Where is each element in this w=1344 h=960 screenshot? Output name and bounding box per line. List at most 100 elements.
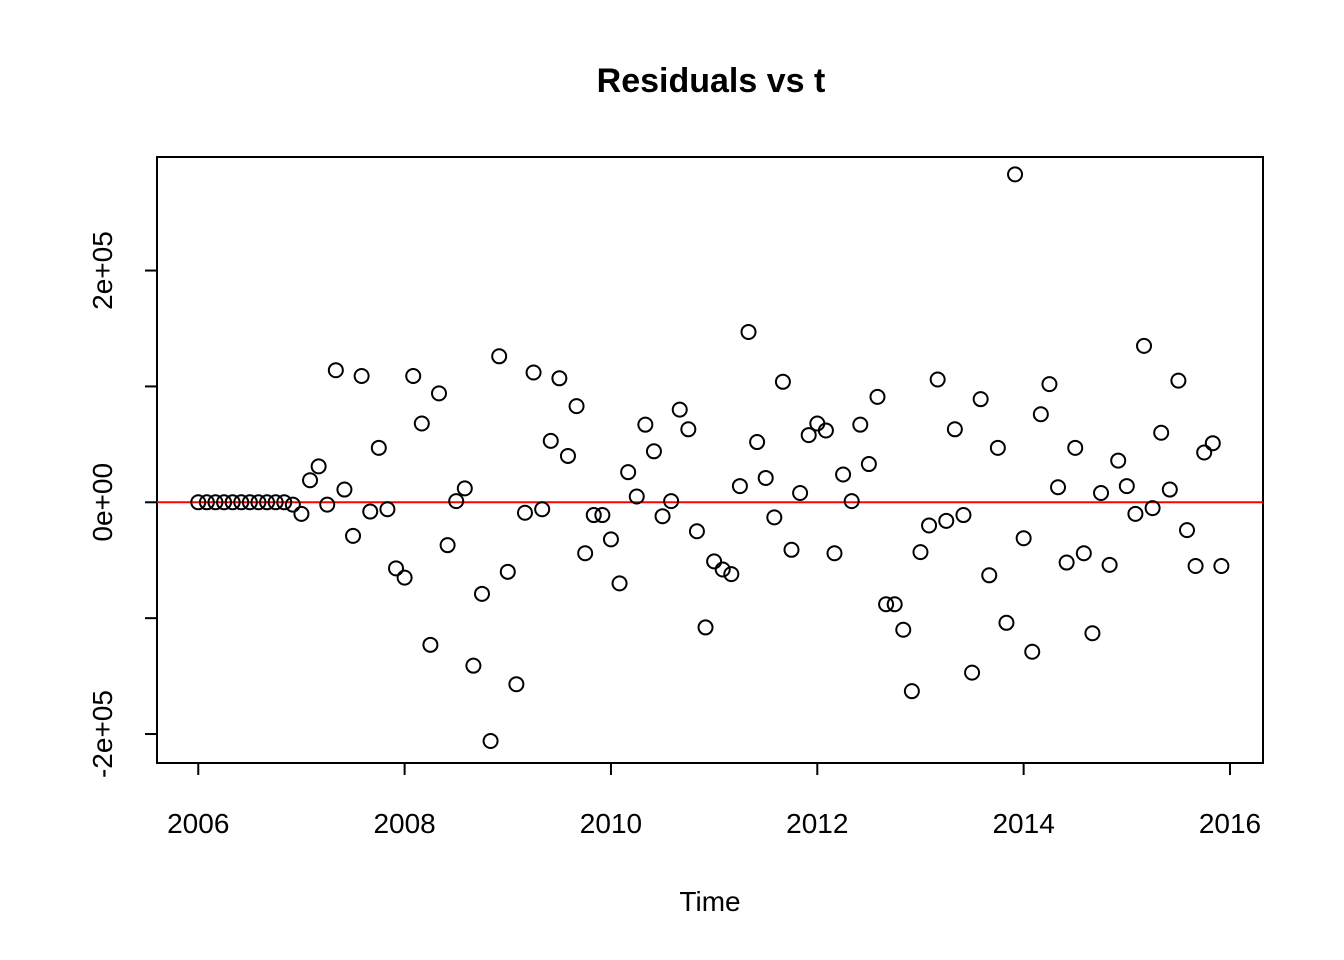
y-axis: -2e+05 0e+00 2e+05 [87, 231, 158, 778]
data-point [379, 501, 396, 518]
data-point [422, 636, 439, 653]
data-point [207, 494, 224, 511]
data-point [731, 478, 748, 495]
data-point [362, 503, 379, 520]
data-point [921, 517, 938, 534]
data-point [1093, 485, 1110, 502]
data-point [740, 323, 757, 340]
data-point [1178, 522, 1195, 539]
data-point [267, 494, 284, 511]
x-axis-label: Time [679, 886, 740, 917]
data-point [216, 494, 233, 511]
data-point [912, 544, 929, 561]
data-point [276, 494, 293, 511]
data-point [577, 545, 594, 562]
data-point [766, 509, 783, 526]
data-point [388, 560, 405, 577]
data-point [413, 415, 430, 432]
y-tick-label: 0e+00 [87, 463, 118, 542]
data-point [1050, 479, 1067, 496]
data-point [525, 364, 542, 381]
data-point [1153, 424, 1170, 441]
data-point [1041, 376, 1058, 393]
data-point [628, 488, 645, 505]
data-point [336, 481, 353, 498]
data-point [869, 388, 886, 405]
y-tick-label: -2e+05 [87, 690, 118, 778]
data-point [482, 732, 499, 749]
data-point [714, 561, 731, 578]
data-point [783, 541, 800, 558]
data-point [843, 493, 860, 510]
data-point [1032, 406, 1049, 423]
data-point [852, 416, 869, 433]
data-point [1213, 558, 1230, 575]
data-point [1144, 500, 1161, 517]
x-tick-label: 2014 [992, 808, 1054, 839]
x-tick-label: 2016 [1199, 808, 1261, 839]
data-point [534, 501, 551, 518]
data-point [284, 496, 301, 513]
data-point [602, 531, 619, 548]
data-point [989, 439, 1006, 456]
data-point [1067, 439, 1084, 456]
data-point [774, 373, 791, 390]
data-point [473, 585, 490, 602]
data-point [938, 512, 955, 529]
data-point [817, 422, 834, 439]
data-point [190, 494, 207, 511]
data-point [878, 596, 895, 613]
data-point [302, 472, 319, 489]
data-point [491, 348, 508, 365]
data-point [508, 676, 525, 693]
data-point [431, 385, 448, 402]
data-point [1204, 435, 1221, 452]
data-point [697, 619, 714, 636]
data-point [972, 391, 989, 408]
data-point [688, 523, 705, 540]
data-point [353, 367, 370, 384]
data-point [310, 458, 327, 475]
data-point [499, 563, 516, 580]
data-point [645, 443, 662, 460]
data-point [749, 434, 766, 451]
data-point [1187, 558, 1204, 575]
data-point [1024, 643, 1041, 660]
data-point [224, 494, 241, 511]
data-point [620, 464, 637, 481]
x-tick-label: 2010 [580, 808, 642, 839]
data-point [465, 657, 482, 674]
data-point [663, 493, 680, 510]
data-point [516, 504, 533, 521]
data-point [826, 545, 843, 562]
data-point [964, 664, 981, 681]
data-points [190, 166, 1230, 749]
data-point [895, 621, 912, 638]
data-point [1075, 545, 1092, 562]
data-point [1118, 478, 1135, 495]
data-point [542, 432, 559, 449]
data-point [1084, 625, 1101, 642]
data-point [293, 505, 310, 522]
data-point [671, 401, 688, 418]
data-point [405, 367, 422, 384]
data-point [233, 494, 250, 511]
data-point [654, 508, 671, 525]
data-point [886, 596, 903, 613]
data-point [345, 527, 362, 544]
data-point [551, 370, 568, 387]
data-point [594, 507, 611, 524]
x-tick-label: 2006 [167, 808, 229, 839]
data-point [1007, 166, 1024, 183]
data-point [448, 493, 465, 510]
data-point [1161, 481, 1178, 498]
data-point [903, 683, 920, 700]
data-point [835, 466, 852, 483]
data-point [706, 553, 723, 570]
data-point [800, 427, 817, 444]
data-point [955, 507, 972, 524]
data-point [319, 496, 336, 513]
data-point [1136, 337, 1153, 354]
data-point [981, 567, 998, 584]
